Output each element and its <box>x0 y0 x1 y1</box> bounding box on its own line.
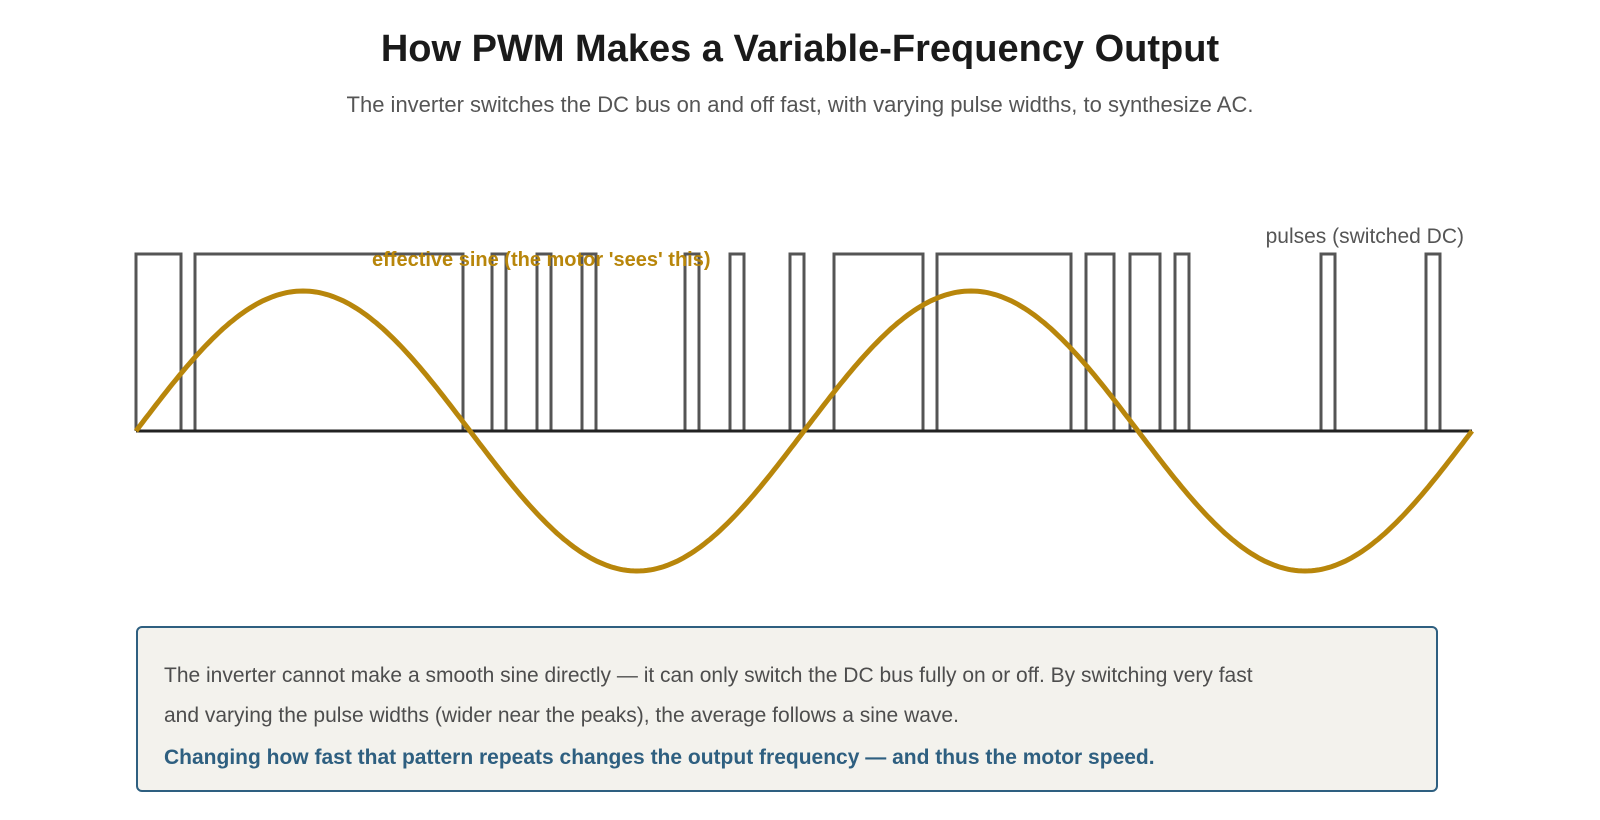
explanation-emphasis: Changing how fast that pattern repeats c… <box>164 746 1155 769</box>
pwm-pulse <box>788 252 806 431</box>
sine-label: effective sine (the motor 'sees' this) <box>372 249 711 271</box>
pwm-pulse <box>728 252 746 431</box>
pwm-pulse <box>134 252 183 431</box>
pwm-pulse <box>193 252 465 431</box>
pwm-pulse <box>935 252 1073 431</box>
pwm-pulse <box>1128 252 1162 431</box>
page-title: How PWM Makes a Variable-Frequency Outpu… <box>380 28 1220 70</box>
pwm-diagram: pulses (switched DC) effective sine (the… <box>134 225 1474 574</box>
pulses-label: pulses (switched DC) <box>1266 225 1464 248</box>
pwm-pulse <box>832 252 925 431</box>
pwm-pulse <box>535 252 553 431</box>
pwm-pulse <box>683 252 701 431</box>
pulse-train <box>134 252 1442 431</box>
pwm-pulse <box>490 252 508 431</box>
pwm-pulse <box>1173 252 1191 431</box>
explanation-box: The inverter cannot make a smooth sine d… <box>136 626 1438 792</box>
pwm-pulse <box>1084 252 1116 431</box>
pwm-pulse <box>580 252 598 431</box>
pwm-pulse <box>1319 252 1337 431</box>
pwm-pulse <box>1424 252 1442 431</box>
effective-sine-wave <box>134 288 1474 574</box>
page-subtitle: The inverter switches the DC bus on and … <box>346 92 1254 117</box>
explanation-text: The inverter cannot make a smooth sine d… <box>164 664 1253 727</box>
